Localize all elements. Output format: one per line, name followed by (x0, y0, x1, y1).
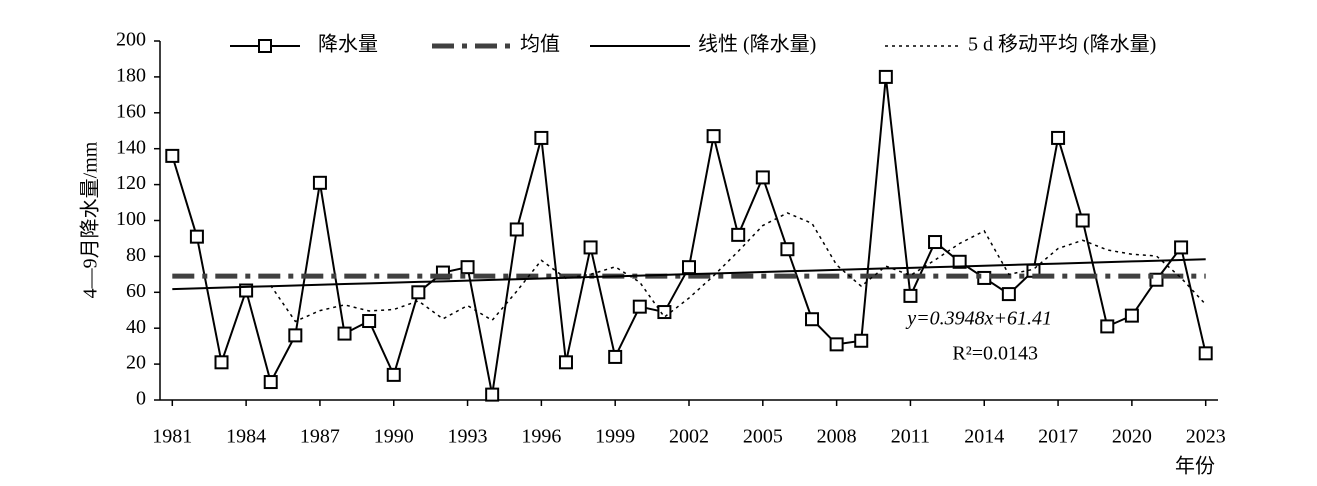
data-marker (189, 229, 204, 244)
x-tick-label: 1984 (226, 426, 266, 448)
data-marker (657, 305, 672, 320)
x-tick-label: 2014 (964, 426, 1004, 448)
legend-marker (258, 39, 272, 53)
data-marker (608, 349, 623, 364)
y-tick-label: 120 (116, 172, 146, 194)
trend-equation: y=0.3948x+61.41 (905, 308, 1052, 330)
series-line (172, 258, 1206, 291)
data-marker (1051, 130, 1066, 145)
data-marker (288, 328, 303, 343)
x-tick-label: 2011 (891, 426, 930, 448)
x-tick-label: 2005 (743, 426, 783, 448)
x-tick-label: 2008 (817, 426, 857, 448)
data-marker (485, 387, 500, 402)
x-tick-label: 1987 (300, 426, 340, 448)
data-marker (682, 260, 696, 275)
data-marker (755, 170, 770, 185)
data-marker (460, 260, 475, 275)
data-marker (632, 299, 647, 314)
legend-label: 均值 (520, 33, 560, 56)
x-tick-label: 1996 (521, 426, 561, 448)
y-axis-label: 4—9月降水量/mm (79, 141, 102, 298)
y-tick-label: 160 (116, 100, 146, 122)
data-marker (509, 222, 524, 237)
x-tick-label: 2017 (1038, 426, 1078, 448)
data-marker (1075, 213, 1090, 228)
data-marker (805, 312, 820, 327)
data-marker (214, 355, 229, 370)
x-tick-label: 2023 (1186, 426, 1226, 448)
data-marker (1124, 308, 1139, 323)
x-tick-label: 2002 (669, 426, 709, 448)
data-marker (780, 242, 795, 257)
series-line (171, 76, 1207, 395)
legend-label: 降水量 (318, 33, 378, 56)
data-marker (952, 254, 967, 269)
data-marker (263, 375, 278, 390)
r-squared: R²=0.0143 (952, 343, 1038, 365)
data-marker (706, 129, 721, 144)
x-tick-label: 1981 (152, 426, 192, 448)
y-tick-label: 200 (116, 29, 146, 51)
data-marker (1198, 346, 1213, 361)
y-tick-label: 20 (126, 352, 146, 374)
y-tick-label: 60 (126, 280, 146, 302)
y-tick-label: 0 (136, 388, 146, 410)
x-tick-label: 2020 (1112, 426, 1152, 448)
data-marker (854, 333, 869, 348)
data-marker (534, 130, 549, 145)
y-tick-label: 140 (116, 136, 146, 158)
y-tick-label: 180 (116, 64, 146, 86)
data-marker (337, 326, 352, 341)
data-marker (1174, 240, 1189, 255)
y-tick-label: 100 (116, 208, 146, 230)
x-tick-label: 1990 (374, 426, 414, 448)
legend-label: 线性 (降水量) (698, 33, 816, 56)
x-axis-label: 年份 (1175, 455, 1215, 478)
data-marker (411, 285, 426, 300)
x-tick-label: 1999 (595, 426, 635, 448)
data-marker (1149, 272, 1164, 287)
data-marker (731, 227, 746, 242)
data-marker (312, 175, 327, 190)
x-tick-label: 1993 (448, 426, 488, 448)
legend-label: 5 d 移动平均 (降水量) (968, 33, 1156, 56)
series-line (270, 212, 1207, 323)
data-marker (1100, 319, 1115, 334)
y-tick-label: 40 (126, 316, 146, 338)
data-marker (386, 367, 401, 382)
data-marker (928, 235, 943, 250)
data-marker (558, 355, 573, 370)
data-marker (878, 69, 893, 84)
data-marker (165, 148, 180, 163)
data-marker (903, 288, 918, 303)
data-marker (1001, 287, 1016, 302)
y-tick-label: 80 (126, 244, 146, 266)
data-marker (583, 240, 598, 255)
data-marker (829, 337, 844, 352)
data-marker (362, 314, 377, 329)
